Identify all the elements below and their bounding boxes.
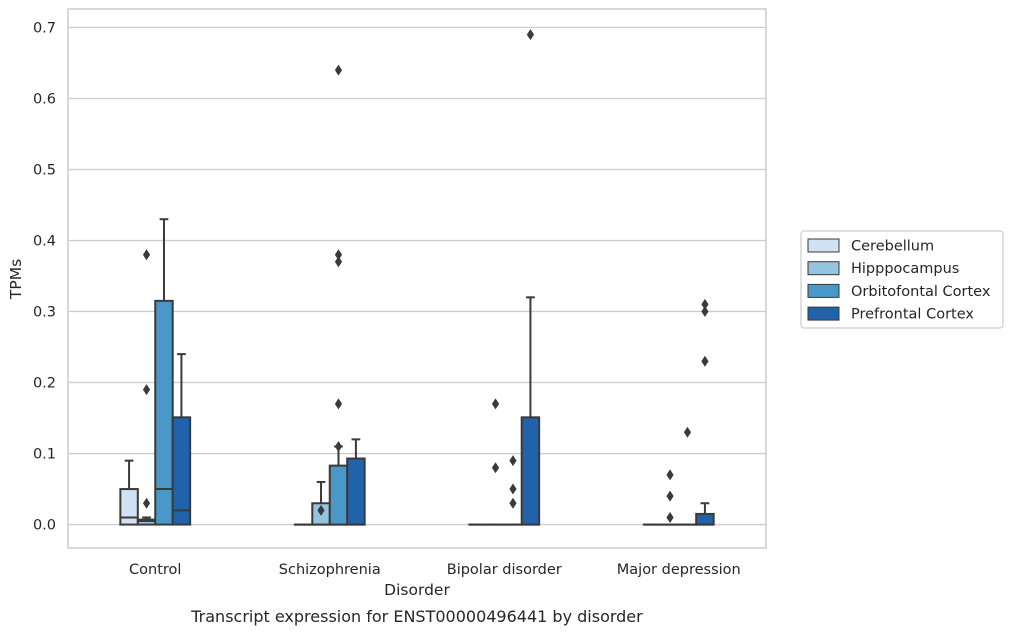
outlier-point: [142, 384, 151, 396]
box: [119, 459, 139, 526]
y-tick-label: 0.5: [33, 162, 56, 178]
outlier-point: [317, 504, 325, 516]
box: [154, 218, 174, 526]
series-prefrontal-cortex: [171, 29, 715, 526]
x-tick-label: Bipolar disorder: [447, 562, 562, 578]
box-series: [119, 29, 715, 526]
y-axis-label: TPMs: [7, 259, 25, 300]
outlier-point: [334, 64, 343, 76]
outlier-point: [509, 455, 517, 467]
box-iqr: [328, 464, 349, 526]
box: [346, 438, 366, 526]
legend-label: Hipppocampus: [851, 261, 959, 277]
box: [520, 29, 541, 526]
outlier-point: [142, 497, 151, 509]
y-tick-label: 0.6: [33, 91, 56, 107]
outlier-point: [666, 511, 674, 523]
outlier-point: [491, 462, 500, 474]
y-tick-label: 0.2: [33, 376, 56, 392]
outlier-point: [334, 249, 343, 261]
outlier-point: [491, 398, 500, 410]
box-iqr: [346, 457, 366, 526]
box-iqr: [171, 416, 192, 526]
x-tick-label: Schizophrenia: [279, 562, 381, 578]
y-tick-label: 0.0: [33, 518, 56, 534]
legend: Cerebellum Hipppocampus Orbitofontal Corte…: [800, 230, 1004, 329]
legend-label: Cerebellum: [851, 239, 934, 255]
x-tick-label: Control: [129, 562, 181, 578]
outlier-point: [334, 256, 343, 268]
legend-swatch: [807, 306, 840, 321]
y-tick-label: 0.7: [33, 20, 56, 36]
legend-item: Hipppocampus: [807, 261, 959, 277]
legend-swatch: [807, 283, 840, 298]
box-iqr: [695, 512, 715, 526]
outlier-point: [509, 497, 517, 509]
box: [503, 455, 523, 526]
outlier-point: [701, 355, 709, 367]
y-tick-label: 0.3: [33, 305, 56, 321]
series-hipppocampus: [136, 249, 680, 526]
x-tick-label: Major depression: [617, 562, 741, 578]
x-axis-label: Disorder: [384, 581, 450, 599]
legend-label: Orbitofontal Cortex: [851, 284, 991, 300]
box-iqr: [154, 299, 174, 526]
box: [311, 480, 331, 526]
outlier-point: [666, 490, 674, 502]
series-cerebellum: [119, 459, 663, 526]
legend-item: Prefrontal Cortex: [807, 306, 974, 323]
plot-frame: [67, 8, 767, 549]
outlier-point: [142, 249, 151, 261]
box: [136, 249, 157, 526]
series-orbitofontal-cortex: [154, 64, 698, 526]
outlier-point: [334, 440, 343, 452]
outlier-point: [334, 398, 343, 410]
box: [677, 426, 698, 526]
box: [660, 469, 680, 526]
outlier-point: [701, 298, 709, 310]
outlier-point: [509, 483, 517, 495]
legend-label: Prefrontal Cortex: [851, 307, 974, 323]
outlier-point: [526, 29, 535, 41]
y-tick-label: 0.1: [33, 447, 56, 463]
legend-item: Cerebellum: [807, 238, 934, 255]
outlier-point: [701, 306, 709, 318]
legend-frame: [800, 230, 1004, 329]
y-tick-label: 0.4: [33, 234, 56, 250]
outlier-point: [666, 469, 674, 481]
outlier-point: [683, 426, 692, 438]
box-iqr: [520, 416, 541, 526]
box: [171, 353, 192, 526]
box: [695, 298, 715, 526]
legend-swatch: [807, 238, 840, 253]
legend-swatch: [807, 261, 840, 276]
legend-item: Orbitofontal Cortex: [807, 283, 991, 300]
x-axis-ticks: Control Schizophrenia Bipolar disorder Majo…: [129, 562, 741, 578]
y-axis-ticks: 0.0 0.1 0.2 0.3 0.4 0.5 0.6 0.7: [33, 20, 56, 533]
box-iqr: [119, 488, 139, 526]
box: [328, 64, 349, 526]
chart-caption: Transcript expression for ENST0000049644…: [190, 607, 643, 626]
box: [485, 398, 506, 526]
